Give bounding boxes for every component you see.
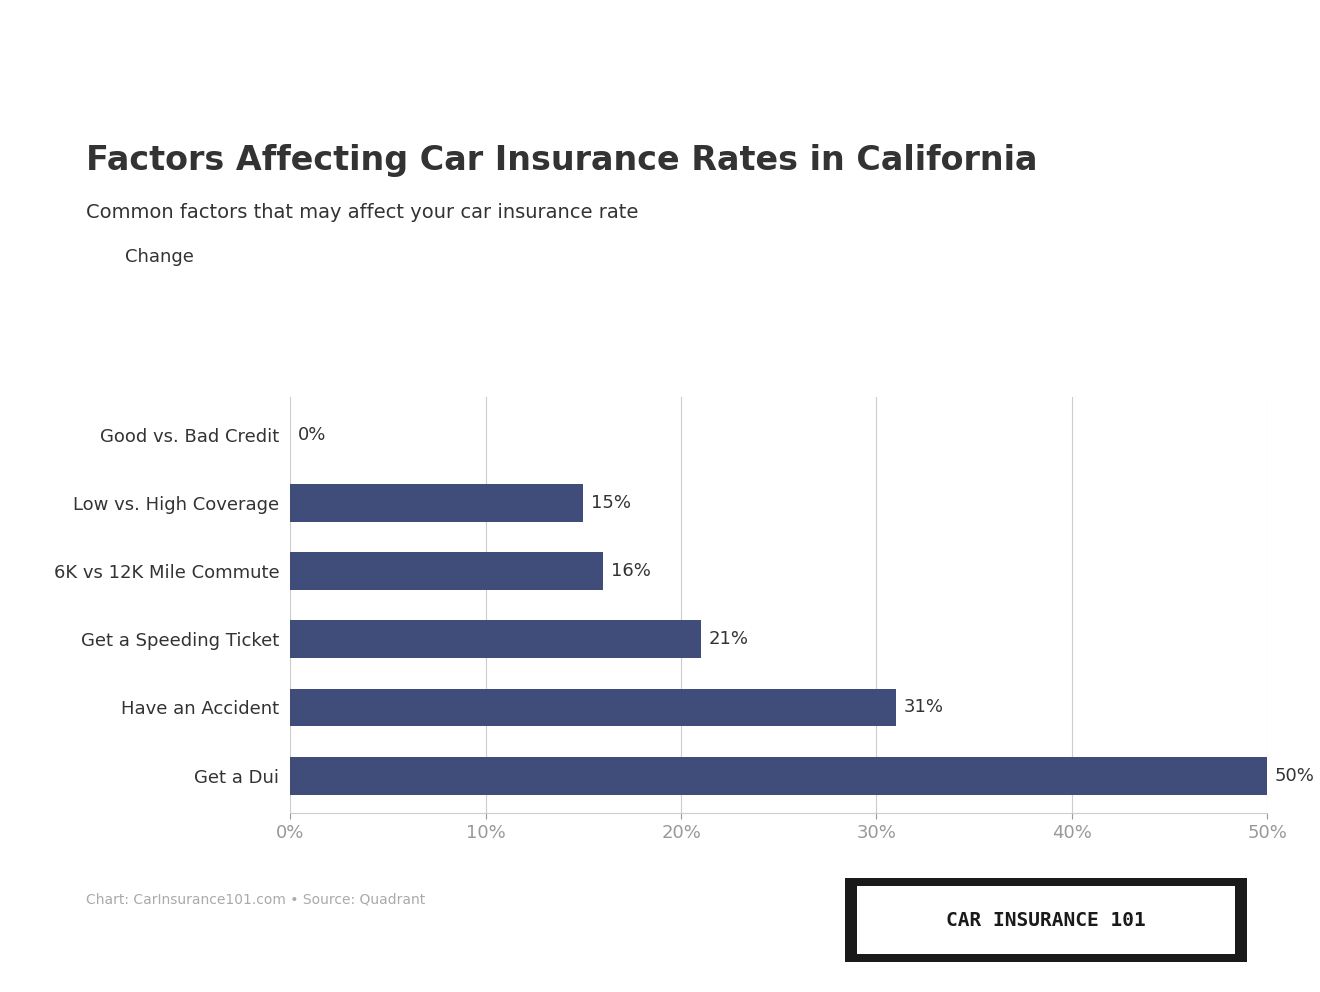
Text: 31%: 31% xyxy=(904,698,944,716)
FancyBboxPatch shape xyxy=(845,878,1247,962)
Text: 0%: 0% xyxy=(298,426,326,443)
Text: 15%: 15% xyxy=(591,494,631,512)
Text: 21%: 21% xyxy=(709,630,748,648)
Bar xyxy=(290,620,701,658)
Bar xyxy=(290,553,603,590)
FancyBboxPatch shape xyxy=(857,887,1236,954)
Text: Chart: CarInsurance101.com • Source: Quadrant: Chart: CarInsurance101.com • Source: Qua… xyxy=(86,893,425,907)
Text: Common factors that may affect your car insurance rate: Common factors that may affect your car … xyxy=(86,203,638,222)
Bar xyxy=(290,484,583,522)
Text: CAR INSURANCE 101: CAR INSURANCE 101 xyxy=(946,911,1146,930)
Bar xyxy=(290,757,1267,795)
Text: 16%: 16% xyxy=(611,562,651,580)
Bar xyxy=(290,688,896,726)
Text: 50%: 50% xyxy=(1275,767,1315,785)
Text: Change: Change xyxy=(125,248,194,266)
Text: Factors Affecting Car Insurance Rates in California: Factors Affecting Car Insurance Rates in… xyxy=(86,144,1038,177)
